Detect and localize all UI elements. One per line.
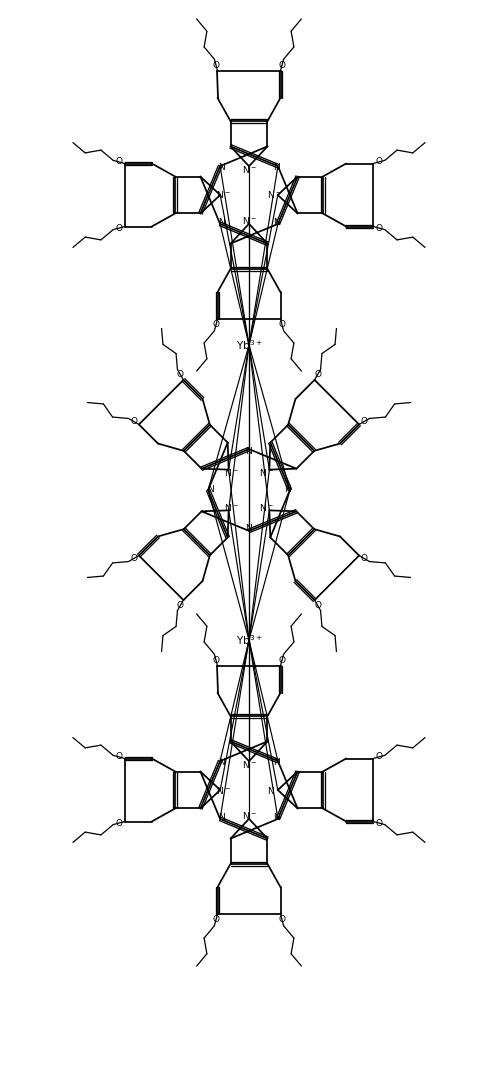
Text: N$^-$: N$^-$: [259, 466, 274, 477]
Text: N: N: [273, 758, 279, 767]
Text: O: O: [116, 819, 123, 828]
Text: O: O: [116, 752, 123, 762]
Text: O: O: [130, 554, 137, 563]
Text: N: N: [219, 217, 225, 227]
Text: N: N: [219, 163, 225, 172]
Text: O: O: [314, 601, 321, 610]
Text: N: N: [273, 217, 279, 227]
Text: N$^-$: N$^-$: [242, 164, 256, 175]
Text: Yb$^{3+}$: Yb$^{3+}$: [236, 338, 262, 352]
Text: N: N: [246, 524, 252, 533]
Text: O: O: [213, 61, 220, 69]
Text: N: N: [284, 486, 291, 494]
Text: N$^-$: N$^-$: [224, 502, 239, 513]
Text: O: O: [177, 370, 184, 379]
Text: N: N: [273, 813, 279, 821]
Text: O: O: [213, 320, 220, 330]
Text: N: N: [246, 447, 252, 456]
Text: N: N: [207, 486, 214, 494]
Text: N$^-$: N$^-$: [267, 784, 281, 795]
Text: N: N: [273, 163, 279, 172]
Text: O: O: [213, 915, 220, 924]
Text: O: O: [177, 601, 184, 610]
Text: N: N: [219, 758, 225, 767]
Text: N$^-$: N$^-$: [242, 809, 256, 821]
Text: O: O: [375, 819, 382, 828]
Text: O: O: [213, 656, 220, 664]
Text: O: O: [278, 656, 285, 664]
Text: N$^-$: N$^-$: [242, 214, 256, 226]
Text: O: O: [375, 752, 382, 762]
Text: O: O: [375, 224, 382, 233]
Text: Yb$^{3+}$: Yb$^{3+}$: [236, 633, 262, 647]
Text: O: O: [361, 554, 368, 563]
Text: O: O: [361, 417, 368, 426]
Text: N$^-$: N$^-$: [224, 466, 239, 477]
Text: O: O: [314, 370, 321, 379]
Text: O: O: [278, 320, 285, 330]
Text: O: O: [130, 417, 137, 426]
Text: O: O: [116, 158, 123, 167]
Text: N$^-$: N$^-$: [242, 760, 256, 770]
Text: N$^-$: N$^-$: [267, 189, 281, 200]
Text: O: O: [375, 158, 382, 167]
Text: O: O: [278, 915, 285, 924]
Text: N$^-$: N$^-$: [259, 502, 274, 513]
Text: N: N: [219, 813, 225, 821]
Text: O: O: [278, 61, 285, 69]
Text: O: O: [116, 224, 123, 233]
Text: N$^-$: N$^-$: [217, 189, 231, 200]
Text: N$^-$: N$^-$: [217, 784, 231, 795]
